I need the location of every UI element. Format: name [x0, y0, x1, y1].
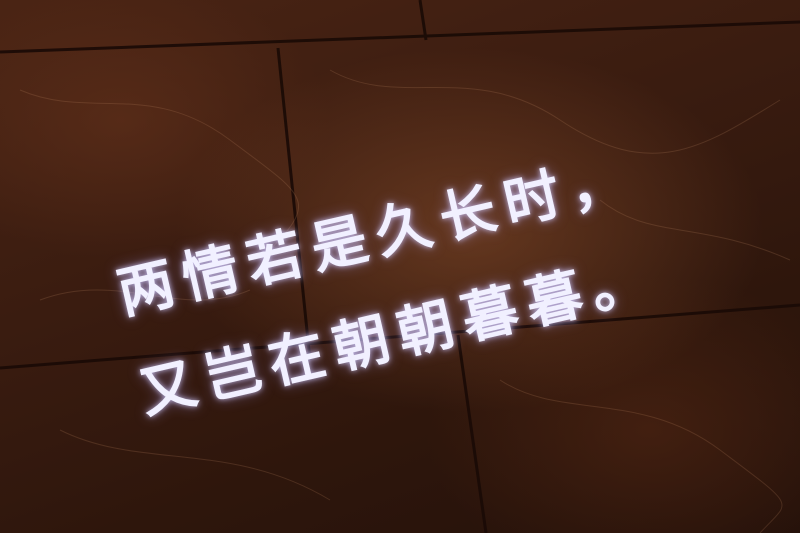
tile-seam — [0, 20, 800, 54]
marble-vein — [59, 429, 331, 501]
marble-vein — [499, 379, 783, 533]
marble-vein — [19, 89, 300, 261]
marble-vein — [329, 69, 781, 154]
marble-vein — [39, 289, 251, 301]
tile-seam — [456, 334, 488, 533]
tile-seam — [0, 303, 800, 370]
tile-seam — [418, 0, 428, 41]
marble-vein — [599, 199, 791, 261]
tile-seam — [276, 47, 312, 361]
